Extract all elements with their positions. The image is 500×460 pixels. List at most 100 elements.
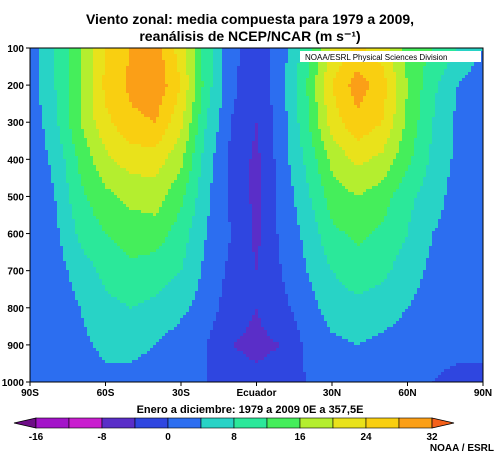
heat-cell (393, 141, 397, 145)
heat-cell (237, 81, 241, 85)
heat-cell (480, 81, 484, 85)
heat-cell (66, 96, 70, 100)
heat-cell (351, 144, 355, 148)
heat-cell (261, 75, 265, 79)
heat-cell (210, 105, 214, 109)
heat-cell (42, 60, 46, 64)
heat-cell (240, 141, 244, 145)
heat-cell (270, 96, 274, 100)
heat-cell (351, 114, 355, 118)
heat-cell (90, 96, 94, 100)
heat-cell (138, 102, 142, 106)
heat-cell (357, 87, 361, 91)
heat-cell (411, 75, 415, 79)
heat-cell (405, 63, 409, 67)
heat-cell (231, 135, 235, 139)
heat-cell (129, 123, 133, 127)
heat-cell (156, 111, 160, 115)
heat-cell (384, 120, 388, 124)
heat-cell (252, 144, 256, 148)
heat-cell (147, 144, 151, 148)
heat-cell (51, 87, 55, 91)
heat-cell (312, 96, 316, 100)
heat-cell (222, 135, 226, 139)
heat-cell (237, 102, 241, 106)
heat-cell (309, 120, 313, 124)
heat-cell (282, 63, 286, 67)
heat-cell (390, 144, 394, 148)
heat-cell (303, 108, 307, 112)
heat-cell (78, 144, 82, 148)
heat-cell (366, 87, 370, 91)
heat-cell (309, 84, 313, 88)
heat-cell (429, 90, 433, 94)
heat-cell (336, 111, 340, 115)
heat-cell (42, 144, 46, 148)
heat-cell (228, 48, 232, 52)
heat-cell (228, 99, 232, 103)
heat-cell (234, 60, 238, 64)
heat-cell (177, 105, 181, 109)
heat-cell (474, 123, 478, 127)
heat-cell (402, 81, 406, 85)
heat-cell (324, 90, 328, 94)
heat-cell (141, 108, 145, 112)
heat-cell (294, 126, 298, 130)
heat-cell (369, 78, 373, 82)
heat-cell (72, 129, 76, 133)
heat-cell (201, 57, 205, 61)
heat-cell (243, 90, 247, 94)
heat-cell (249, 144, 253, 148)
heat-cell (87, 87, 91, 91)
heat-cell (345, 93, 349, 97)
heat-cell (204, 141, 208, 145)
heat-cell (480, 144, 484, 148)
heat-cell (177, 78, 181, 82)
heat-cell (327, 93, 331, 97)
heat-cell (90, 51, 94, 55)
heat-cell (159, 57, 163, 61)
heat-cell (42, 132, 46, 136)
heat-cell (129, 114, 133, 118)
heat-cell (363, 135, 367, 139)
heat-cell (120, 66, 124, 70)
heat-cell (366, 75, 370, 79)
heat-cell (258, 111, 262, 115)
heat-cell (150, 60, 154, 64)
heat-cell (384, 129, 388, 133)
heat-cell (456, 84, 460, 88)
heat-cell (366, 123, 370, 127)
heat-cell (132, 48, 136, 52)
heat-cell (174, 99, 178, 103)
heat-cell (309, 132, 313, 136)
heat-cell (165, 132, 169, 136)
heat-cell (210, 129, 214, 133)
heat-cell (291, 84, 295, 88)
heat-cell (414, 48, 418, 52)
heat-cell (150, 144, 154, 148)
heat-cell (252, 117, 256, 121)
heat-cell (441, 84, 445, 88)
heat-cell (39, 51, 43, 55)
heat-cell (159, 93, 163, 97)
heat-cell (216, 123, 220, 127)
heat-cell (336, 93, 340, 97)
heat-cell (273, 117, 277, 121)
heat-cell (252, 63, 256, 67)
heat-cell (333, 72, 337, 76)
heat-cell (447, 69, 451, 73)
heat-cell (30, 81, 34, 85)
heat-cell (369, 48, 373, 52)
heat-cell (285, 114, 289, 118)
heat-cell (255, 84, 259, 88)
heat-cell (81, 111, 85, 115)
heat-cell (234, 51, 238, 55)
heat-cell (336, 63, 340, 67)
heat-cell (447, 135, 451, 139)
heat-cell (210, 117, 214, 121)
heat-cell (171, 144, 175, 148)
heat-cell (354, 144, 358, 148)
heat-cell (246, 99, 250, 103)
heat-cell (174, 102, 178, 106)
heat-cell (180, 114, 184, 118)
